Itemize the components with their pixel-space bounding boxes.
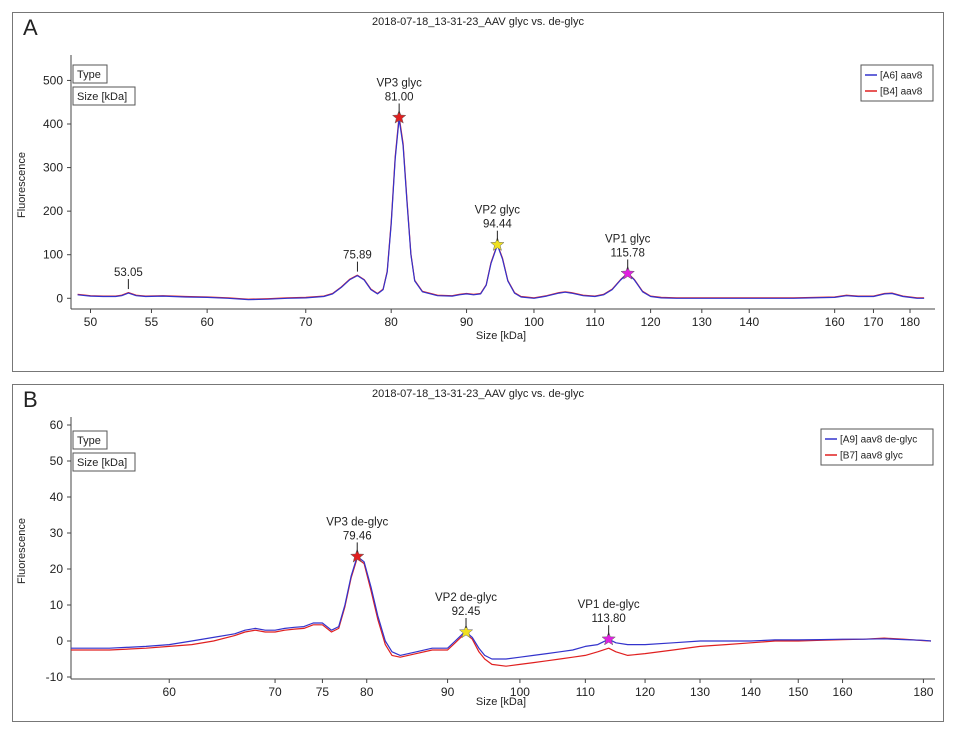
peak-name-label: VP3 glyc (376, 77, 422, 89)
chart-panel-b: B 2018-07-18_13-31-23_AAV glyc vs. de-gl… (12, 384, 944, 722)
x-tick-label: 140 (739, 315, 759, 329)
series-line (71, 557, 932, 667)
peak-star-marker (458, 624, 474, 639)
x-tick-label: 50 (84, 315, 98, 329)
x-tick-label: 80 (360, 685, 374, 699)
line-chart-a: 0 100 200 300 400 500 50 55 60 70 80 90 100 110 120 130… (16, 55, 935, 342)
x-tick-label: 160 (825, 315, 845, 329)
x-tick-label: 75 (316, 685, 330, 699)
x-tick-label: 80 (385, 315, 399, 329)
peak-value-label: 115.78 (611, 247, 645, 259)
legend-entry: [B7] aav8 glyc (840, 451, 903, 462)
peak-star-marker (490, 236, 505, 251)
panel-label: A (23, 15, 38, 40)
size-kda-button[interactable] (72, 452, 136, 472)
peak-name-label: VP3 de-glyc (326, 516, 388, 528)
x-tick-label: 60 (163, 685, 177, 699)
x-tick-label: 120 (635, 685, 655, 699)
x-tick-label: 100 (510, 685, 530, 699)
y-tick-label: 10 (50, 598, 64, 612)
y-tick-label: 400 (43, 117, 63, 131)
peak-name-label: VP2 de-glyc (435, 592, 497, 604)
y-tick-label: 20 (50, 562, 64, 576)
peak-star-marker (601, 631, 616, 646)
series-line (71, 555, 932, 660)
chart-title: 2018-07-18_13-31-23_AAV glyc vs. de-glyc (372, 16, 584, 28)
peak-name-label: VP1 de-glyc (578, 599, 640, 611)
x-tick-label: 180 (900, 315, 920, 329)
size-kda-button[interactable] (72, 86, 136, 106)
x-tick-label: 110 (585, 315, 604, 329)
x-axis-title: Size [kDa] (476, 696, 526, 708)
y-tick-label: 100 (43, 248, 63, 262)
peak-star-marker (620, 265, 636, 280)
y-tick-label: 0 (56, 634, 63, 648)
y-tick-label: 40 (50, 490, 64, 504)
type-button[interactable] (72, 430, 108, 450)
panel-label: B (23, 387, 38, 412)
x-tick-label: 130 (690, 685, 710, 699)
x-tick-label: 150 (788, 685, 808, 699)
peak-value-label: 79.46 (343, 530, 372, 542)
peak-name-label: VP2 glyc (475, 205, 521, 217)
peak-value-label: 53.05 (114, 267, 143, 279)
x-tick-label: 130 (692, 315, 712, 329)
peak-value-label: 113.80 (591, 613, 625, 625)
y-axis-title: Fluorescence (16, 518, 28, 584)
legend-entry: [B4] aav8 (880, 87, 923, 98)
line-chart-b: -10 0 10 20 30 40 50 60 60 70 75 80 90 100 110 120 130 14… (16, 417, 935, 708)
button-label: Size [kDa] (77, 457, 127, 469)
chart-title: 2018-07-18_13-31-23_AAV glyc vs. de-glyc (372, 388, 584, 400)
x-tick-label: 110 (576, 685, 595, 699)
y-tick-label: 0 (56, 291, 63, 305)
button-label: Type (77, 69, 101, 81)
peak-star-marker (349, 548, 365, 563)
y-tick-label: -10 (46, 670, 64, 684)
x-tick-label: 90 (460, 315, 474, 329)
legend-entry: [A9] aav8 de-glyc (840, 435, 917, 446)
y-tick-label: 500 (43, 73, 63, 87)
x-axis-title: Size [kDa] (476, 330, 526, 342)
legend-box (860, 64, 934, 102)
button-label: Type (77, 435, 101, 447)
peak-value-label: 92.45 (452, 606, 481, 618)
y-axis-title: Fluorescence (16, 152, 28, 218)
y-tick-label: 300 (43, 161, 63, 175)
series-line (77, 118, 925, 301)
y-tick-label: 50 (50, 454, 64, 468)
peak-value-label: 81.00 (385, 91, 414, 103)
x-tick-label: 120 (641, 315, 661, 329)
x-tick-label: 170 (863, 315, 883, 329)
y-tick-label: 60 (50, 418, 64, 432)
chart-panel-a: A 2018-07-18_13-31-23_AAV glyc vs. de-gl… (12, 12, 944, 372)
x-tick-label: 55 (145, 315, 159, 329)
button-label: Size [kDa] (77, 91, 127, 103)
y-tick-label: 30 (50, 526, 64, 540)
legend-box (820, 428, 934, 466)
x-tick-label: 160 (833, 685, 853, 699)
x-tick-label: 140 (741, 685, 761, 699)
x-tick-label: 90 (441, 685, 455, 699)
x-tick-label: 70 (268, 685, 282, 699)
x-tick-label: 70 (299, 315, 313, 329)
peak-name-label: VP1 glyc (605, 233, 651, 245)
x-tick-label: 100 (524, 315, 544, 329)
x-tick-label: 60 (200, 315, 214, 329)
type-button[interactable] (72, 64, 108, 84)
x-tick-label: 180 (913, 685, 933, 699)
peak-value-label: 75.89 (343, 250, 372, 262)
legend-entry: [A6] aav8 (880, 71, 923, 82)
peak-value-label: 94.44 (483, 219, 512, 231)
y-tick-label: 200 (43, 204, 63, 218)
peak-star-marker (391, 109, 407, 124)
